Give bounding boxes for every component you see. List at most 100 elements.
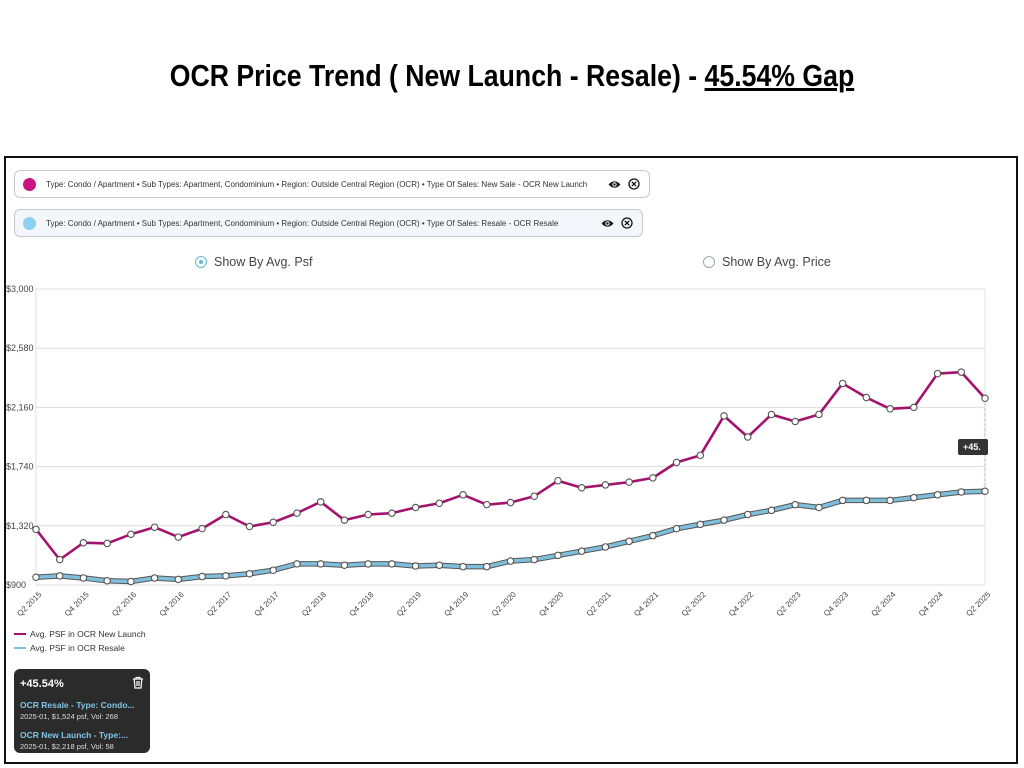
x-tick-label: Q2 2019 (395, 590, 423, 618)
data-point (506, 498, 515, 507)
data-point (79, 538, 88, 547)
radio-label: Show By Avg. Price (722, 255, 831, 269)
data-point (649, 474, 657, 482)
data-point (506, 557, 515, 565)
radio-show-by-avg-price[interactable]: Show By Avg. Price (703, 255, 831, 269)
data-point (340, 561, 349, 570)
data-point (933, 491, 942, 499)
data-point (364, 560, 372, 568)
filter-label: Type: Condo / Apartment • Sub Types: Apa… (46, 179, 588, 189)
x-tick-label: Q4 2019 (442, 590, 470, 618)
data-point (55, 572, 64, 580)
data-point (316, 498, 325, 506)
y-tick-label: $900 (6, 580, 26, 590)
data-point (933, 369, 942, 378)
title-main: OCR Price Trend ( New Launch - Resale) - (169, 58, 705, 93)
tooltip-item2-detail: 2025-01, $2,218 psf, Vol: 58 (20, 742, 114, 751)
series-color-dot (23, 216, 36, 230)
price-trend-chart[interactable]: $900 $1,320 $1,740 $2,160 $2,580 $3,000 Q2 201… (0, 278, 1010, 678)
x-tick-label: Q4 2018 (347, 590, 375, 618)
data-point (957, 368, 966, 376)
data-point (435, 561, 444, 570)
x-tick-label: Q2 2023 (775, 590, 803, 618)
data-point (696, 451, 705, 460)
data-point (530, 555, 538, 564)
data-point (957, 488, 966, 496)
data-point (838, 379, 847, 388)
data-point (815, 503, 823, 512)
data-point (174, 575, 183, 584)
x-tick-label: Q2 2024 (869, 590, 897, 618)
data-point (649, 531, 657, 540)
filter-chip-new-launch[interactable]: Type: Condo / Apartment • Sub Types: Apa… (14, 170, 650, 198)
x-tick-label: Q2 2017 (205, 590, 233, 618)
data-point (411, 503, 420, 512)
x-tick-label: Q2 2020 (490, 590, 518, 618)
data-point (103, 539, 111, 548)
x-tick-label: Q4 2016 (158, 590, 186, 618)
data-point (886, 496, 894, 505)
data-point (198, 572, 206, 581)
tooltip-item1-detail: 2025-01, $1,524 psf, Vol: 268 (20, 712, 118, 721)
x-tick-label: Q4 2022 (727, 590, 755, 618)
data-point (316, 560, 325, 568)
data-point (601, 481, 610, 489)
close-icon[interactable] (627, 177, 641, 191)
data-point (32, 573, 40, 581)
data-point (743, 510, 752, 519)
page-title: OCR Price Trend ( New Launch - Resale) -… (72, 58, 953, 94)
data-point (222, 510, 230, 519)
data-point (245, 569, 254, 578)
data-point (364, 510, 372, 519)
x-tick-label: Q2 2015 (15, 590, 43, 618)
data-point (103, 577, 111, 585)
data-point (791, 500, 799, 509)
data-point (32, 525, 40, 534)
x-tick-label: Q2 2016 (110, 590, 138, 618)
gap-tooltip: +45.54% OCR Resale - Type: Condo... 2025… (14, 669, 150, 753)
series-color-dot (23, 177, 36, 191)
x-tick-label: Q2 2022 (680, 590, 708, 618)
data-point (127, 530, 135, 539)
eye-icon[interactable] (607, 177, 621, 191)
data-point (720, 516, 728, 524)
y-tick-label: $1,320 (6, 521, 34, 531)
data-point (293, 509, 301, 517)
data-point (981, 487, 989, 496)
title-gap: 45.54% Gap (704, 58, 855, 93)
x-tick-label: Q2 2018 (300, 590, 328, 618)
data-point (791, 417, 799, 426)
data-point (601, 543, 610, 551)
data-point (269, 566, 277, 574)
data-point (672, 458, 681, 467)
gap-label-bg (958, 439, 988, 455)
data-point (55, 555, 64, 564)
data-point (720, 412, 728, 420)
filter-chip-resale[interactable]: Type: Condo / Apartment • Sub Types: Apa… (14, 209, 643, 237)
data-point (530, 492, 538, 500)
data-point (388, 509, 396, 517)
data-point (696, 520, 705, 529)
data-point (79, 574, 88, 582)
data-point (459, 562, 467, 571)
data-point (838, 496, 847, 505)
data-point (293, 560, 301, 568)
x-tick-label: Q2 2025 (964, 590, 992, 618)
data-point (886, 405, 894, 413)
data-point (269, 518, 277, 527)
data-point (222, 572, 230, 580)
data-point (340, 516, 349, 524)
eye-icon[interactable] (600, 216, 614, 230)
data-point (483, 500, 491, 509)
data-point (150, 523, 159, 531)
data-point (554, 476, 562, 485)
data-point (862, 393, 871, 402)
trash-icon[interactable] (132, 676, 144, 692)
gap-label: +45. (963, 442, 981, 452)
data-point (815, 410, 823, 419)
data-point (245, 522, 254, 531)
series-line (34, 370, 986, 561)
radio-show-by-avg-psf[interactable]: Show By Avg. Psf (195, 255, 312, 269)
chart-frame (4, 156, 1018, 764)
close-icon[interactable] (620, 216, 634, 230)
